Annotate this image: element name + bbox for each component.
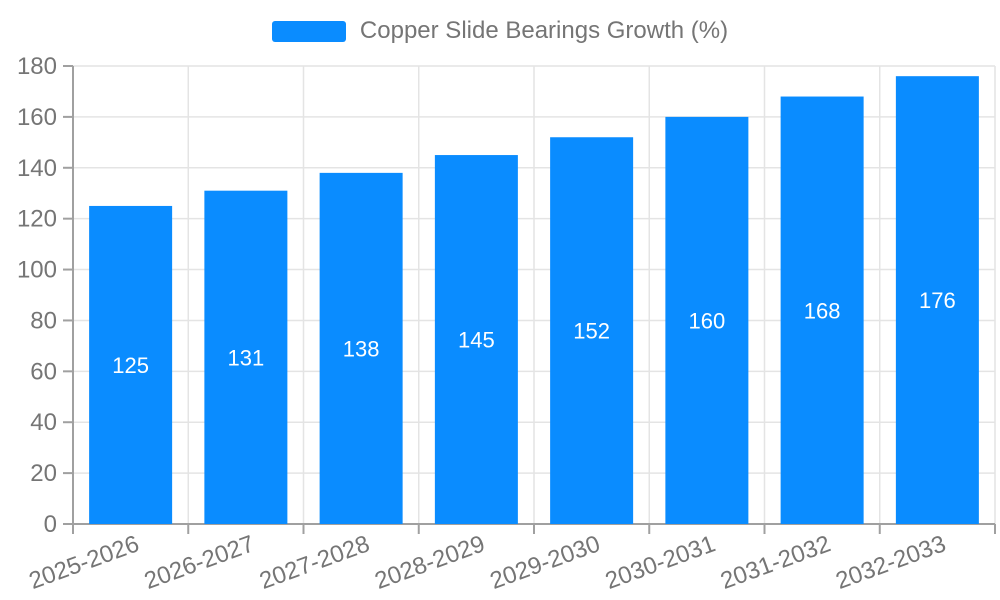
y-tick-label: 0 bbox=[44, 511, 57, 538]
bar-value-label: 138 bbox=[343, 336, 380, 361]
bar bbox=[319, 172, 403, 524]
legend-label: Copper Slide Bearings Growth (%) bbox=[359, 17, 729, 44]
y-tick-label: 140 bbox=[17, 155, 57, 182]
bar bbox=[550, 137, 634, 524]
y-tick-label: 100 bbox=[17, 257, 57, 284]
x-tick-label: 2032-2033 bbox=[832, 530, 949, 595]
bar bbox=[89, 205, 173, 524]
bar-value-label: 152 bbox=[573, 319, 610, 344]
bar-value-label: 176 bbox=[919, 288, 956, 313]
bar bbox=[895, 76, 979, 524]
bar-value-label: 125 bbox=[112, 353, 149, 378]
bar bbox=[204, 190, 288, 524]
x-tick-label: 2027-2028 bbox=[256, 530, 373, 595]
y-tick-label: 40 bbox=[30, 409, 57, 436]
legend[interactable]: Copper Slide Bearings Growth (%) bbox=[0, 18, 1000, 44]
x-tick-label: 2026-2027 bbox=[141, 530, 258, 595]
y-tick-label: 120 bbox=[17, 206, 57, 233]
bar-value-label: 145 bbox=[458, 328, 495, 353]
bar bbox=[665, 116, 749, 524]
x-tick-label: 2031-2032 bbox=[717, 530, 834, 595]
x-tick-label: 2028-2029 bbox=[371, 530, 488, 595]
y-tick-label: 180 bbox=[17, 53, 57, 80]
bar bbox=[780, 96, 864, 525]
bar-value-label: 131 bbox=[228, 345, 265, 370]
y-tick-label: 80 bbox=[30, 307, 57, 334]
bar-value-label: 168 bbox=[804, 298, 841, 323]
x-tick-label: 2025-2026 bbox=[26, 530, 143, 595]
x-tick-label: 2030-2031 bbox=[602, 530, 719, 595]
bar-value-label: 160 bbox=[689, 308, 726, 333]
bar bbox=[434, 155, 518, 525]
y-tick-label: 160 bbox=[17, 104, 57, 131]
y-tick-label: 60 bbox=[30, 358, 57, 385]
x-tick-label: 2029-2030 bbox=[487, 530, 604, 595]
legend-swatch bbox=[271, 20, 346, 42]
y-tick-label: 20 bbox=[30, 460, 57, 487]
